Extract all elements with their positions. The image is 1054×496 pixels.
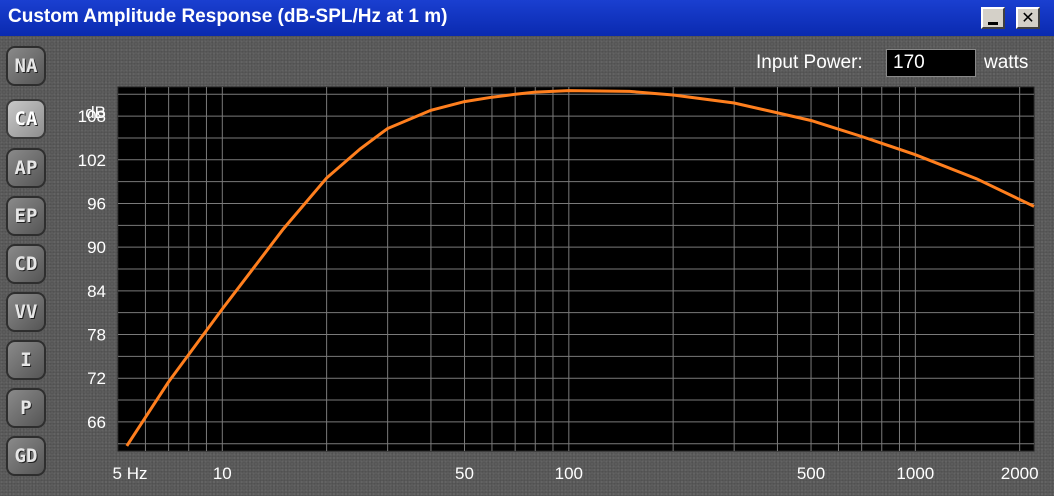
x-tick-label: 50 — [455, 464, 474, 483]
tab-gd[interactable]: GD — [6, 436, 46, 476]
y-tick-label: 102 — [78, 151, 106, 170]
y-tick-label: 108 — [78, 107, 106, 126]
tab-ap[interactable]: AP — [6, 148, 46, 188]
x-tick-label: 100 — [555, 464, 583, 483]
tab-na[interactable]: NA — [6, 46, 46, 86]
tab-ca[interactable]: CA — [6, 99, 46, 139]
x-tick-label: 500 — [797, 464, 825, 483]
x-tick-label: 5 Hz — [113, 464, 148, 483]
close-button[interactable]: ✕ — [1016, 7, 1040, 29]
y-tick-label: 90 — [87, 238, 106, 257]
input-power-field[interactable]: 170 — [886, 49, 976, 77]
close-icon: ✕ — [1021, 8, 1035, 27]
y-tick-label: 78 — [87, 326, 106, 345]
y-tick-label: 96 — [87, 194, 106, 213]
x-tick-label: 1000 — [896, 464, 934, 483]
tab-p[interactable]: P — [6, 388, 46, 428]
y-tick-label: 66 — [87, 413, 106, 432]
input-power-unit: watts — [984, 52, 1029, 73]
tick-labels: 66 72 78 84 90 96 102 108 5 Hz 10 50 100 500 1000 2000 — [78, 107, 1039, 483]
minimize-button[interactable] — [981, 7, 1005, 29]
response-curve — [125, 89, 1035, 447]
view-tab-sidebar: NA CA AP EP CD VV I P GD — [0, 36, 50, 496]
input-power-label: Input Power: — [756, 52, 863, 73]
tab-vv[interactable]: VV — [6, 292, 46, 332]
y-tick-label: 72 — [87, 369, 106, 388]
tab-cd[interactable]: CD — [6, 244, 46, 284]
y-axis-label: dB — [85, 103, 106, 122]
title-bar[interactable]: Custom Amplitude Response (dB-SPL/Hz at … — [0, 0, 1054, 36]
y-tick-label: 84 — [87, 282, 106, 301]
x-tick-label: 10 — [213, 464, 232, 483]
minimize-icon — [988, 21, 998, 25]
grid-lines — [118, 87, 1034, 451]
tab-i[interactable]: I — [6, 340, 46, 380]
tab-ep[interactable]: EP — [6, 196, 46, 236]
x-tick-label: 2000 — [1001, 464, 1039, 483]
window-title: Custom Amplitude Response (dB-SPL/Hz at … — [8, 6, 448, 27]
